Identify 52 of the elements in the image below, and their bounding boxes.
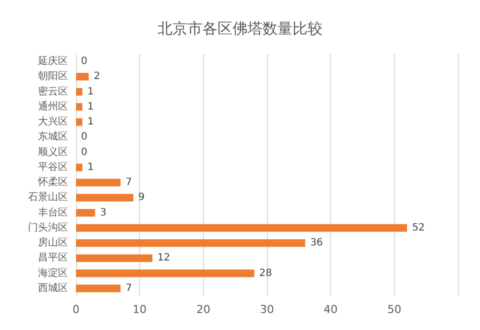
x-tick-label: 0 xyxy=(72,303,80,316)
y-tick-label: 石景山区 xyxy=(28,191,68,204)
y-tick-label: 大兴区 xyxy=(38,116,68,128)
bar xyxy=(76,118,82,126)
y-tick-label: 昌平区 xyxy=(38,252,68,264)
bar xyxy=(76,164,82,172)
data-label: 0 xyxy=(81,56,88,68)
y-tick-label: 丰台区 xyxy=(38,206,68,218)
y-tick-label: 房山区 xyxy=(38,236,68,249)
data-label: 2 xyxy=(94,71,100,82)
bar xyxy=(76,284,121,292)
bar xyxy=(76,209,96,217)
bar xyxy=(76,254,152,262)
data-label: 12 xyxy=(157,252,170,264)
x-tick-label: 40 xyxy=(324,303,338,316)
bar xyxy=(76,194,134,202)
data-label: 0 xyxy=(81,146,88,158)
y-tick-label: 海淀区 xyxy=(38,266,68,279)
y-tick-label: 朝阳区 xyxy=(38,70,68,82)
data-label: 7 xyxy=(126,177,132,188)
x-tick-label: 10 xyxy=(132,303,147,316)
y-tick-label: 延庆区 xyxy=(37,55,68,68)
y-tick-label: 通州区 xyxy=(38,100,68,112)
data-label: 0 xyxy=(81,132,88,143)
bar xyxy=(76,224,408,232)
data-label: 7 xyxy=(126,282,132,294)
data-label: 9 xyxy=(138,192,145,204)
y-tick-label: 密云区 xyxy=(38,85,68,98)
bar xyxy=(76,178,121,186)
x-tick-label: 20 xyxy=(196,303,210,316)
y-tick-label: 东城区 xyxy=(38,130,68,143)
data-label: 1 xyxy=(87,86,94,98)
data-label: 1 xyxy=(87,116,94,128)
x-tick-label: 50 xyxy=(387,303,402,316)
bar xyxy=(76,239,306,247)
bar xyxy=(76,72,89,80)
data-label: 36 xyxy=(310,238,323,249)
data-label: 28 xyxy=(259,268,272,279)
y-tick-label: 西城区 xyxy=(38,282,68,294)
y-tick-label: 门头沟区 xyxy=(28,221,68,234)
bar xyxy=(76,88,82,96)
y-tick-label: 顺义区 xyxy=(38,146,68,158)
data-label: 52 xyxy=(412,222,425,234)
y-tick-label: 平谷区 xyxy=(38,160,68,173)
bar xyxy=(76,103,82,111)
bar xyxy=(76,270,254,278)
data-label: 3 xyxy=(100,207,106,218)
x-tick-label: 30 xyxy=(260,303,274,316)
data-label: 1 xyxy=(87,101,94,112)
chart-title: 北京市各区佛塔数量比较 xyxy=(158,20,322,38)
y-tick-label: 怀柔区 xyxy=(37,176,68,188)
data-label: 1 xyxy=(87,162,94,173)
